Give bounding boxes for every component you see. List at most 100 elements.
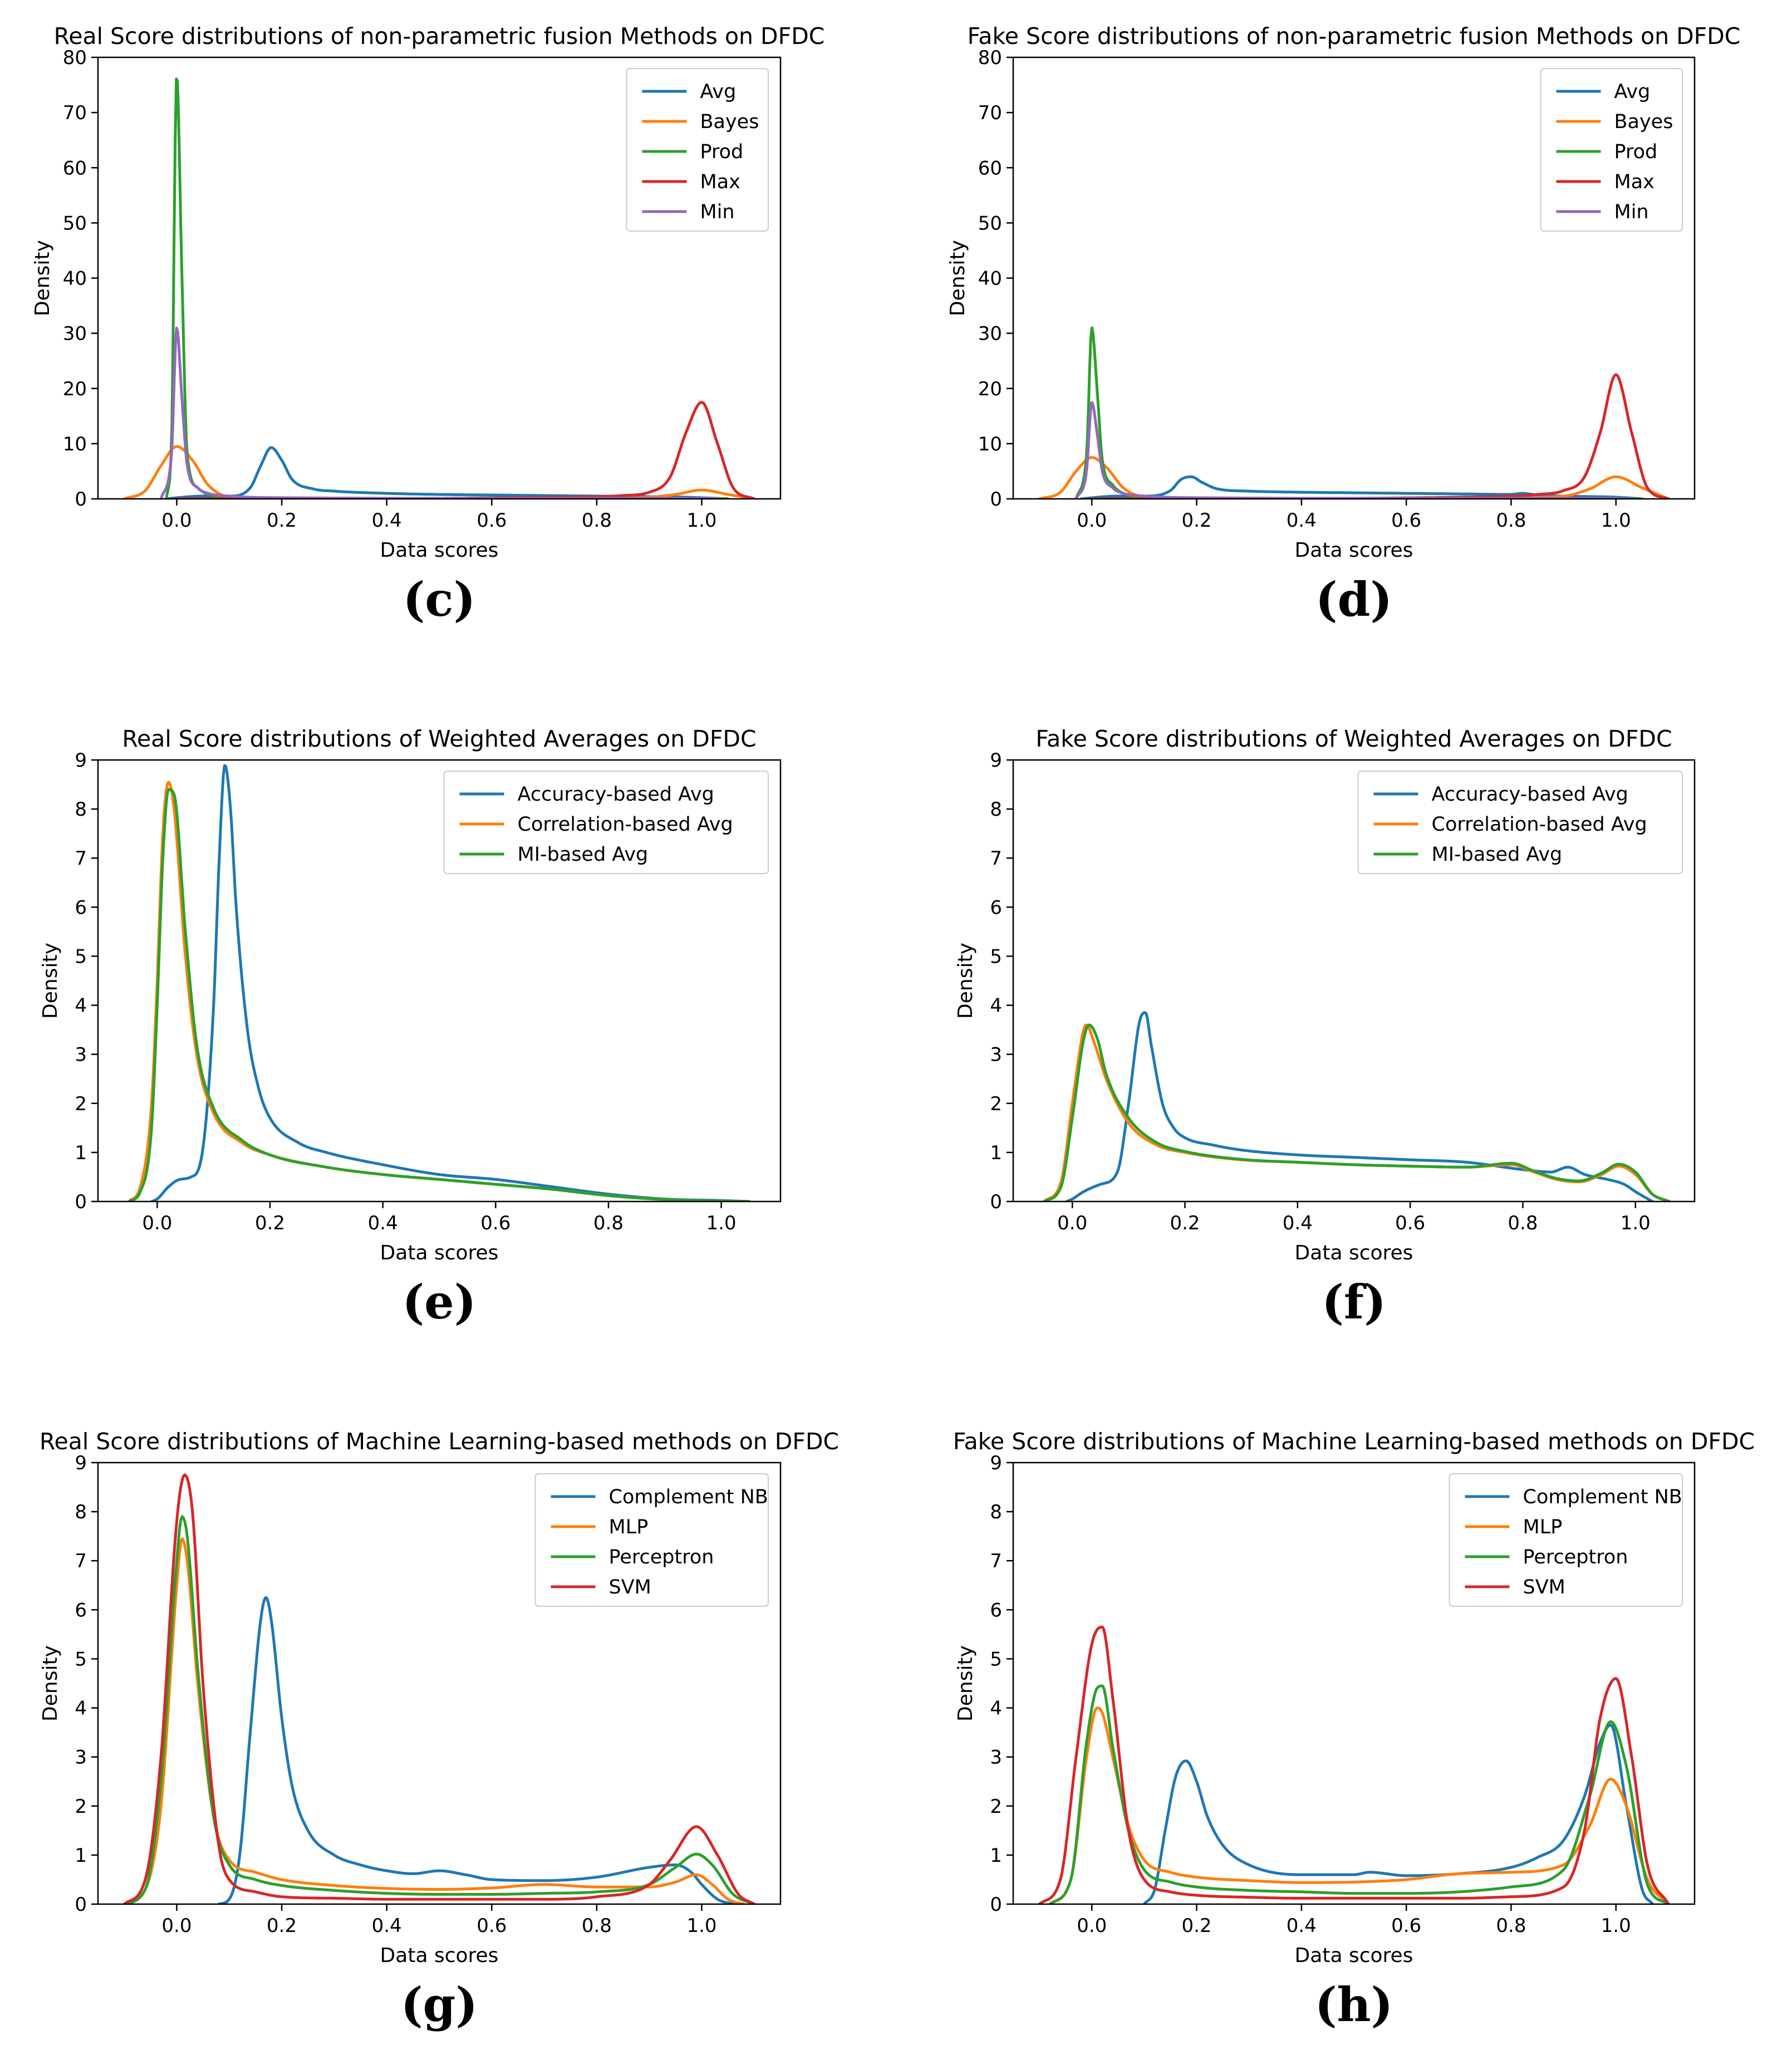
x-tick-label: 0.4 bbox=[1287, 509, 1317, 532]
chart-title: Real Score distributions of non-parametr… bbox=[54, 23, 825, 50]
legend-label: MLP bbox=[1523, 1516, 1563, 1538]
series-lines bbox=[1043, 1011, 1671, 1201]
legend-box bbox=[626, 68, 769, 232]
legend-label: Max bbox=[700, 171, 740, 193]
legend-label: Accuracy-based Avg bbox=[518, 783, 714, 806]
chart-title: Fake Score distributions of Weighted Ave… bbox=[1035, 725, 1672, 752]
x-tick-label: 1.0 bbox=[1601, 1915, 1631, 1937]
y-tick-label: 0 bbox=[75, 1894, 87, 1916]
y-tick-label: 10 bbox=[978, 433, 1002, 455]
x-tick-label: 0.2 bbox=[1170, 1212, 1200, 1234]
y-tick-label: 9 bbox=[75, 749, 87, 772]
y-tick-label: 4 bbox=[990, 1698, 1002, 1720]
y-tick-label: 2 bbox=[990, 1796, 1002, 1818]
series-line-avg bbox=[1079, 475, 1644, 499]
chart-panel-h: Fake Score distributions of Machine Lear… bbox=[953, 1428, 1755, 2032]
series-line-mi-based-avg bbox=[127, 788, 751, 1201]
y-tick-label: 8 bbox=[990, 798, 1002, 821]
series-line-complement-nb bbox=[217, 1596, 735, 1904]
x-tick-label: 0.6 bbox=[1391, 1915, 1421, 1937]
legend-label: SVM bbox=[609, 1576, 651, 1598]
legend-box bbox=[534, 1473, 769, 1607]
x-tick-label: 0.8 bbox=[1496, 1915, 1526, 1937]
y-tick-label: 1 bbox=[75, 1142, 87, 1164]
legend-box bbox=[1357, 771, 1683, 874]
y-tick-label: 8 bbox=[990, 1501, 1002, 1523]
y-tick-label: 80 bbox=[978, 47, 1002, 69]
series-line-svm bbox=[1038, 1625, 1670, 1904]
y-axis-label: Density bbox=[39, 943, 62, 1019]
chart-panel-g: Real Score distributions of Machine Lear… bbox=[39, 1428, 839, 2032]
x-tick-label: 1.0 bbox=[1621, 1212, 1651, 1234]
legend-label: Bayes bbox=[1614, 111, 1673, 133]
y-tick-label: 3 bbox=[75, 1747, 87, 1769]
legend-label: Min bbox=[1614, 201, 1649, 223]
y-tick-label: 4 bbox=[75, 995, 87, 1017]
panel-caption: (d) bbox=[1315, 572, 1392, 627]
series-lines bbox=[127, 764, 751, 1201]
y-tick-label: 0 bbox=[990, 488, 1002, 511]
y-tick-label: 7 bbox=[990, 1550, 1002, 1572]
y-tick-label: 0 bbox=[990, 1894, 1002, 1916]
y-tick-label: 60 bbox=[63, 157, 87, 179]
y-tick-label: 0 bbox=[990, 1191, 1002, 1213]
series-line-bayes bbox=[122, 445, 756, 499]
x-tick-label: 1.0 bbox=[686, 1915, 716, 1937]
legend: Avg Bayes Prod Max Min bbox=[626, 68, 769, 232]
x-tick-label: 0.6 bbox=[1391, 509, 1421, 532]
x-tick-label: 0.0 bbox=[161, 509, 192, 532]
x-tick-label: 0.4 bbox=[368, 1212, 398, 1234]
legend: Accuracy-based Avg Correlation-based Avg M… bbox=[443, 771, 769, 874]
x-tick-label: 0.8 bbox=[582, 509, 612, 532]
x-tick-label: 0.8 bbox=[1508, 1212, 1538, 1234]
y-tick-label: 70 bbox=[978, 102, 1002, 124]
y-tick-label: 20 bbox=[978, 378, 1002, 400]
y-tick-label: 50 bbox=[63, 212, 87, 234]
y-tick-label: 3 bbox=[990, 1044, 1002, 1066]
legend: Accuracy-based Avg Correlation-based Avg M… bbox=[1357, 771, 1683, 874]
y-tick-label: 0 bbox=[75, 488, 87, 511]
chart-title: Real Score distributions of Machine Lear… bbox=[40, 1428, 839, 1455]
x-tick-label: 0.6 bbox=[1395, 1212, 1425, 1234]
series-line-complement-nb bbox=[1142, 1724, 1654, 1904]
y-tick-label: 4 bbox=[75, 1698, 87, 1720]
y-tick-label: 5 bbox=[75, 1648, 87, 1670]
x-axis-label: Data scores bbox=[380, 1242, 499, 1264]
y-tick-label: 7 bbox=[990, 847, 1002, 870]
series-line-avg bbox=[165, 446, 730, 499]
x-tick-label: 0.2 bbox=[1181, 509, 1211, 532]
y-tick-label: 3 bbox=[990, 1747, 1002, 1769]
x-axis-label: Data scores bbox=[1295, 1944, 1413, 1967]
y-tick-label: 30 bbox=[978, 323, 1002, 345]
legend: Complement NB MLP Perceptron SVM bbox=[1449, 1473, 1683, 1607]
legend-label: Correlation-based Avg bbox=[518, 813, 733, 836]
y-axis-label: Density bbox=[39, 1645, 62, 1722]
series-line-mlp bbox=[1048, 1706, 1670, 1904]
legend-label: Complement NB bbox=[609, 1486, 768, 1508]
y-tick-label: 40 bbox=[978, 268, 1002, 290]
axes-frame bbox=[97, 759, 782, 1203]
x-tick-label: 0.6 bbox=[480, 1212, 510, 1234]
x-tick-label: 0.4 bbox=[372, 1915, 402, 1937]
legend-label: MI-based Avg bbox=[518, 843, 649, 866]
y-tick-label: 2 bbox=[990, 1093, 1002, 1115]
x-tick-label: 1.0 bbox=[706, 1212, 737, 1234]
legend-label: Perceptron bbox=[609, 1546, 714, 1568]
y-tick-label: 6 bbox=[75, 1599, 87, 1621]
x-tick-label: 0.8 bbox=[593, 1212, 623, 1234]
x-tick-label: 0.4 bbox=[1287, 1915, 1317, 1937]
chart-panel-f: Fake Score distributions of Weighted Ave… bbox=[954, 725, 1696, 1330]
x-tick-label: 0.0 bbox=[1077, 1915, 1107, 1937]
y-tick-label: 7 bbox=[75, 847, 87, 870]
legend: Complement NB MLP Perceptron SVM bbox=[534, 1473, 769, 1607]
legend-label: MLP bbox=[609, 1516, 649, 1538]
x-axis-label: Data scores bbox=[380, 539, 499, 562]
legend-label: Complement NB bbox=[1523, 1486, 1682, 1508]
x-tick-label: 0.8 bbox=[582, 1915, 612, 1937]
series-line-perceptron bbox=[1048, 1684, 1670, 1904]
axes-frame bbox=[1012, 759, 1696, 1203]
y-tick-label: 2 bbox=[75, 1796, 87, 1818]
legend: Avg Bayes Prod Max Min bbox=[1540, 68, 1683, 232]
x-tick-label: 0.2 bbox=[267, 1915, 297, 1937]
